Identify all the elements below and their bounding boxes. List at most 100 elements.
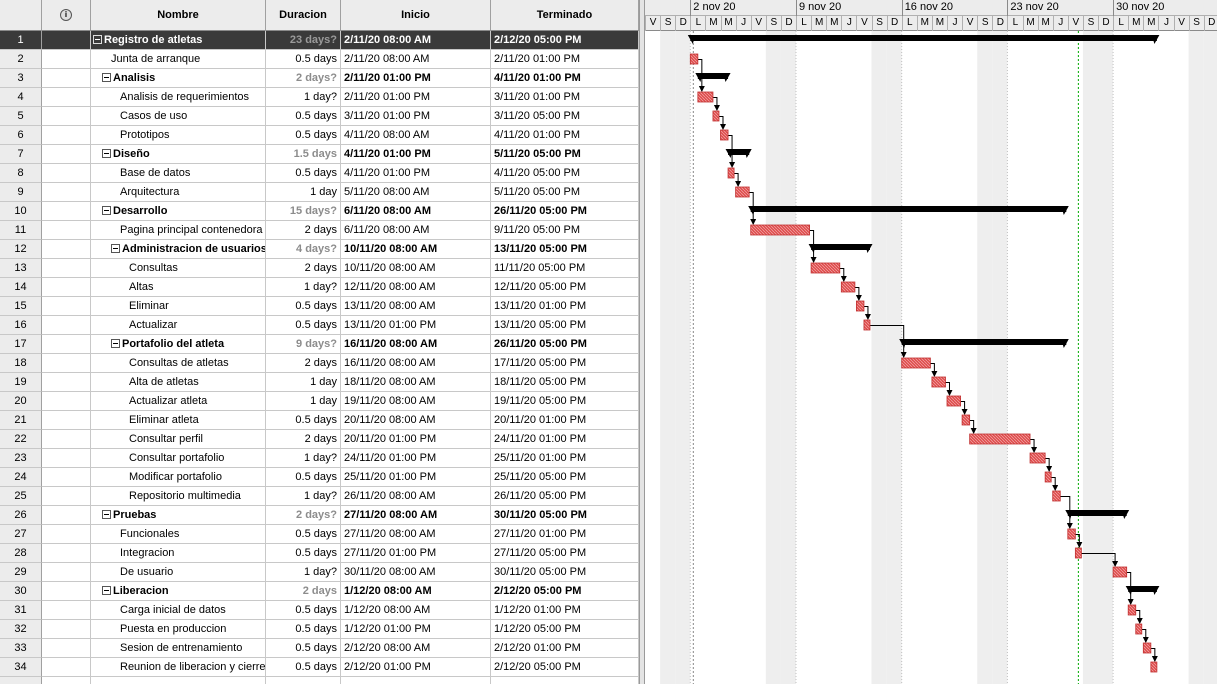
end-date-cell[interactable]: 9/11/20 05:00 PM — [491, 221, 639, 240]
indicator-cell[interactable] — [42, 31, 91, 50]
collapse-toggle-icon[interactable] — [111, 244, 120, 253]
task-name-cell[interactable]: Integracion — [91, 544, 266, 563]
table-row[interactable]: 13 Consultas 2 days 10/11/20 08:00 AM 11/11/… — [0, 259, 639, 278]
task-name-cell[interactable]: Funcionales — [91, 525, 266, 544]
start-date-cell[interactable]: 13/11/20 01:00 PM — [341, 316, 491, 335]
table-row[interactable]: 32 Puesta en produccion 0.5 days 1/12/20 01… — [0, 620, 639, 639]
start-date-cell[interactable]: 1/12/20 01:00 PM — [341, 620, 491, 639]
start-date-cell[interactable]: 5/11/20 08:00 AM — [341, 183, 491, 202]
start-date-cell[interactable]: 2/11/20 01:00 PM — [341, 88, 491, 107]
collapse-toggle-icon[interactable] — [102, 206, 111, 215]
end-date-cell[interactable]: 5/11/20 05:00 PM — [491, 145, 639, 164]
row-number[interactable]: 17 — [0, 335, 42, 354]
duration-cell[interactable]: 0.5 days — [266, 525, 341, 544]
duration-cell[interactable]: 2 days — [266, 430, 341, 449]
task-name-cell[interactable]: Actualizar — [91, 316, 266, 335]
end-date-cell[interactable]: 13/11/20 01:00 PM — [491, 297, 639, 316]
row-number[interactable]: 30 — [0, 582, 42, 601]
indicator-cell[interactable] — [42, 411, 91, 430]
indicator-cell[interactable] — [42, 563, 91, 582]
end-date-cell[interactable]: 2/12/20 05:00 PM — [491, 658, 639, 677]
task-name-cell[interactable]: Eliminar atleta — [91, 411, 266, 430]
duration-cell[interactable] — [266, 677, 341, 684]
end-date-cell[interactable]: 30/11/20 05:00 PM — [491, 563, 639, 582]
indicator-cell[interactable] — [42, 202, 91, 221]
start-date-cell[interactable]: 3/11/20 01:00 PM — [341, 107, 491, 126]
start-date-cell[interactable]: 1/12/20 08:00 AM — [341, 582, 491, 601]
end-date-cell[interactable] — [491, 677, 639, 684]
row-number[interactable]: 23 — [0, 449, 42, 468]
row-number[interactable]: 15 — [0, 297, 42, 316]
end-date-cell[interactable]: 4/11/20 01:00 PM — [491, 69, 639, 88]
duration-cell[interactable]: 1 day — [266, 183, 341, 202]
start-date-cell[interactable]: 1/12/20 08:00 AM — [341, 601, 491, 620]
task-name-cell[interactable]: Consultas — [91, 259, 266, 278]
indicator-cell[interactable] — [42, 240, 91, 259]
duration-cell[interactable]: 1 day? — [266, 563, 341, 582]
task-name-cell[interactable]: Arquitectura — [91, 183, 266, 202]
indicator-cell[interactable] — [42, 658, 91, 677]
indicator-cell[interactable] — [42, 430, 91, 449]
indicator-cell[interactable] — [42, 126, 91, 145]
table-row[interactable]: 20 Actualizar atleta 1 day 19/11/20 08:00 A… — [0, 392, 639, 411]
task-name-cell[interactable]: Registro de atletas — [91, 31, 266, 50]
start-date-cell[interactable]: 26/11/20 08:00 AM — [341, 487, 491, 506]
end-date-cell[interactable]: 27/11/20 01:00 PM — [491, 525, 639, 544]
table-row[interactable]: 22 Consultar perfil 2 days 20/11/20 01:00 P… — [0, 430, 639, 449]
table-row[interactable]: 11 Pagina principal contenedora 2 days 6/11… — [0, 221, 639, 240]
row-number[interactable]: 11 — [0, 221, 42, 240]
start-date-cell[interactable]: 16/11/20 08:00 AM — [341, 354, 491, 373]
task-name-cell[interactable]: Analisis — [91, 69, 266, 88]
indicator-cell[interactable] — [42, 69, 91, 88]
row-number[interactable]: 21 — [0, 411, 42, 430]
duration-cell[interactable]: 2 days? — [266, 506, 341, 525]
indicator-cell[interactable] — [42, 354, 91, 373]
indicator-cell[interactable] — [42, 164, 91, 183]
end-date-cell[interactable]: 26/11/20 05:00 PM — [491, 202, 639, 221]
duration-cell[interactable]: 9 days? — [266, 335, 341, 354]
table-row[interactable]: 6 Prototipos 0.5 days 4/11/20 08:00 AM 4/11/… — [0, 126, 639, 145]
table-row[interactable]: 4 Analisis de requerimientos 1 day? 2/11/20… — [0, 88, 639, 107]
row-number[interactable]: 13 — [0, 259, 42, 278]
duration-cell[interactable]: 2 days? — [266, 69, 341, 88]
end-date-cell[interactable]: 24/11/20 01:00 PM — [491, 430, 639, 449]
start-date-cell[interactable]: 10/11/20 08:00 AM — [341, 259, 491, 278]
table-row[interactable]: 18 Consultas de atletas 2 days 16/11/20 08:… — [0, 354, 639, 373]
end-date-cell[interactable]: 20/11/20 01:00 PM — [491, 411, 639, 430]
table-row[interactable]: 17 Portafolio del atleta 9 days? 16/11/20 0… — [0, 335, 639, 354]
duration-cell[interactable]: 15 days? — [266, 202, 341, 221]
duration-cell[interactable]: 2 days — [266, 354, 341, 373]
table-row[interactable]: 14 Altas 1 day? 12/11/20 08:00 AM 12/11/20 0… — [0, 278, 639, 297]
duration-cell[interactable]: 0.5 days — [266, 50, 341, 69]
task-name-cell[interactable]: Modificar portafolio — [91, 468, 266, 487]
start-date-cell[interactable]: 27/11/20 08:00 AM — [341, 525, 491, 544]
indicator-cell[interactable] — [42, 88, 91, 107]
end-date-cell[interactable]: 1/12/20 05:00 PM — [491, 620, 639, 639]
table-row[interactable]: 9 Arquitectura 1 day 5/11/20 08:00 AM 5/11/2… — [0, 183, 639, 202]
indicator-cell[interactable] — [42, 297, 91, 316]
duration-cell[interactable]: 1.5 days — [266, 145, 341, 164]
end-date-cell[interactable]: 30/11/20 05:00 PM — [491, 506, 639, 525]
duration-cell[interactable]: 0.5 days — [266, 126, 341, 145]
end-date-cell[interactable]: 5/11/20 05:00 PM — [491, 183, 639, 202]
duration-cell[interactable]: 2 days — [266, 259, 341, 278]
row-number[interactable]: 8 — [0, 164, 42, 183]
task-name-cell[interactable]: Analisis de requerimientos — [91, 88, 266, 107]
task-name-cell[interactable]: De usuario — [91, 563, 266, 582]
task-name-cell[interactable]: Prototipos — [91, 126, 266, 145]
row-number[interactable]: 5 — [0, 107, 42, 126]
start-date-cell[interactable]: 16/11/20 08:00 AM — [341, 335, 491, 354]
table-row[interactable]: 21 Eliminar atleta 0.5 days 20/11/20 08:00 … — [0, 411, 639, 430]
end-date-cell[interactable]: 12/11/20 05:00 PM — [491, 278, 639, 297]
task-name-cell[interactable]: Consultar portafolio — [91, 449, 266, 468]
task-name-cell[interactable]: Pruebas — [91, 506, 266, 525]
task-name-cell[interactable]: Actualizar atleta — [91, 392, 266, 411]
table-row[interactable]: 27 Funcionales 0.5 days 27/11/20 08:00 AM 27… — [0, 525, 639, 544]
row-number[interactable]: 28 — [0, 544, 42, 563]
duration-cell[interactable]: 1 day? — [266, 487, 341, 506]
end-date-cell[interactable]: 2/12/20 05:00 PM — [491, 582, 639, 601]
duration-cell[interactable]: 1 day? — [266, 278, 341, 297]
task-name-cell[interactable]: Administracion de usuarios — [91, 240, 266, 259]
duration-cell[interactable]: 1 day? — [266, 449, 341, 468]
task-name-cell[interactable]: Diseño — [91, 145, 266, 164]
